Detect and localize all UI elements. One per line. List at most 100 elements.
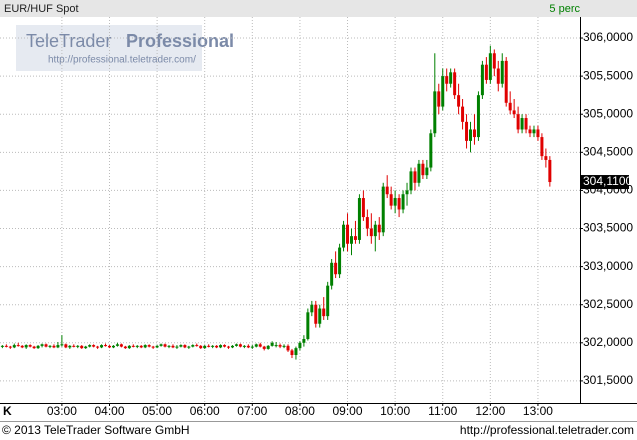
- candle-body: [290, 350, 294, 355]
- y-tick-label: 305,0000: [583, 106, 633, 120]
- candle-body: [282, 345, 286, 347]
- candle-body: [238, 344, 242, 347]
- footer-url: http://professional.teletrader.com: [460, 423, 634, 437]
- chart-title: EUR/HUF Spot: [4, 3, 79, 15]
- candle-body: [191, 345, 195, 347]
- candle-body: [342, 224, 346, 248]
- watermark-brand: TeleTrader: [26, 31, 111, 51]
- candle-body: [242, 345, 246, 347]
- x-tick-label: 13:00: [523, 404, 553, 418]
- candle-body: [433, 91, 437, 134]
- candle-body: [326, 285, 330, 317]
- candle-body: [401, 194, 405, 210]
- x-tick-label: 07:00: [237, 404, 267, 418]
- x-tick-label: 05:00: [142, 404, 172, 418]
- y-tick-label: 306,0000: [583, 30, 633, 44]
- x-tick-label: 12:00: [475, 404, 505, 418]
- candle-body: [0, 345, 4, 347]
- candle-body: [266, 345, 270, 349]
- candle-body: [258, 344, 262, 347]
- candle-body: [32, 346, 36, 349]
- candle-body: [365, 217, 369, 229]
- candle-body: [476, 95, 480, 138]
- candle-body: [207, 345, 211, 347]
- candle-body: [163, 344, 167, 347]
- candle-body: [135, 345, 139, 347]
- candle-body: [338, 247, 342, 275]
- candle-body: [36, 345, 40, 349]
- y-tick-label: 302,0000: [583, 335, 633, 349]
- candle-body: [429, 133, 433, 168]
- candle-body: [528, 129, 532, 134]
- candle-body: [385, 186, 389, 195]
- y-tick-label: 303,5000: [583, 221, 633, 235]
- candle-body: [465, 121, 469, 141]
- candle-body: [147, 345, 151, 347]
- candle-body: [24, 345, 28, 348]
- candle-body: [393, 198, 397, 206]
- candle-body: [445, 76, 449, 84]
- x-tick-label: 08:00: [285, 404, 315, 418]
- x-tick-label: 04:00: [94, 404, 124, 418]
- candle-body: [294, 348, 298, 355]
- candle-body: [230, 345, 234, 348]
- candle-body: [127, 345, 131, 349]
- candle-body: [480, 64, 484, 96]
- candle-body: [330, 262, 334, 286]
- candle-body: [159, 344, 163, 346]
- candle-body: [20, 345, 24, 348]
- candle-body: [16, 345, 20, 347]
- y-tick-label: 304,5000: [583, 144, 633, 158]
- candle-body: [151, 346, 155, 348]
- candle-body: [64, 344, 68, 348]
- candle-body: [310, 304, 314, 313]
- candle-body: [441, 76, 445, 107]
- candle-body: [100, 345, 104, 348]
- candle-body: [44, 344, 48, 347]
- candle-body: [80, 345, 84, 349]
- candle-body: [60, 344, 64, 346]
- candle-body: [107, 345, 111, 348]
- candle-body: [119, 344, 123, 347]
- candle-body: [274, 345, 278, 347]
- candle-body: [449, 72, 453, 84]
- candle-body: [306, 312, 310, 339]
- candle-body: [56, 345, 60, 348]
- watermark-product: Professional: [126, 31, 234, 51]
- candle-body: [536, 129, 540, 138]
- candle-body: [492, 53, 496, 69]
- candle-body: [484, 64, 488, 80]
- candle-body: [72, 345, 76, 347]
- candle-body: [8, 346, 12, 348]
- candle-body: [389, 194, 393, 206]
- candle-body: [544, 156, 548, 160]
- candle-body: [40, 344, 44, 346]
- candle-body: [548, 159, 552, 183]
- candle-body: [84, 346, 88, 349]
- candle-body: [314, 304, 318, 324]
- candle-body: [195, 345, 199, 347]
- candle-body: [187, 346, 191, 348]
- x-axis-bar: [0, 404, 637, 421]
- candle-body: [227, 346, 231, 348]
- candle-body: [171, 345, 175, 348]
- candle-body: [318, 308, 322, 324]
- candle-body: [532, 129, 536, 134]
- candle-body: [123, 346, 127, 349]
- candle-body: [516, 114, 520, 130]
- candle-body: [357, 198, 361, 240]
- candle-body: [469, 129, 473, 141]
- candle-body: [96, 346, 100, 348]
- candle-body: [457, 95, 461, 107]
- candle-body: [48, 345, 52, 347]
- x-tick-label: 11:00: [428, 404, 457, 418]
- candle-body: [175, 346, 179, 348]
- y-tick-label: 302,5000: [583, 297, 633, 311]
- x-tick-label: 03:00: [47, 404, 77, 418]
- candle-body: [381, 186, 385, 233]
- candle-body: [377, 224, 381, 233]
- candle-body: [417, 163, 421, 183]
- candle-body: [52, 345, 56, 348]
